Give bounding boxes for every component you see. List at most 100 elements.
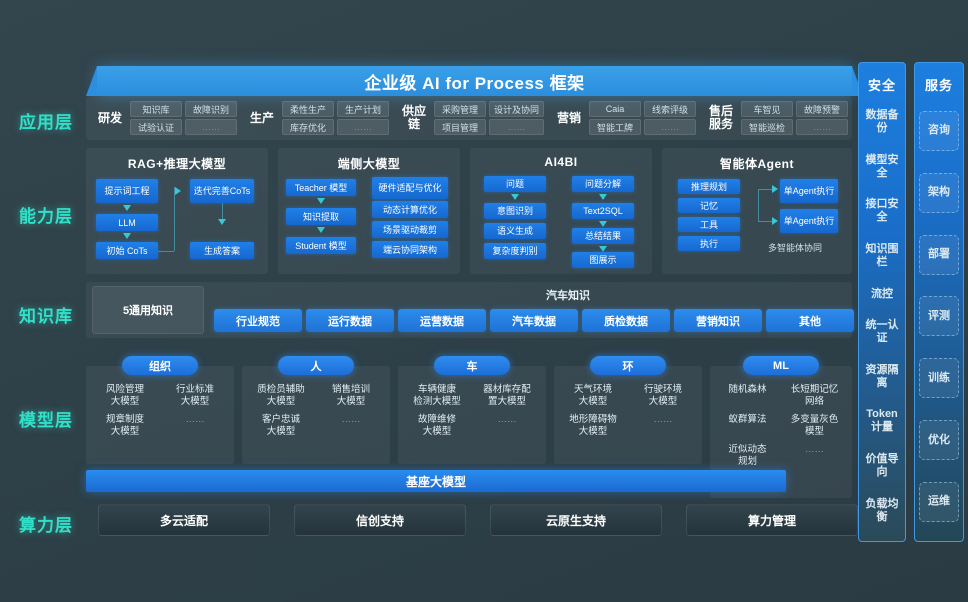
model-item-more[interactable]: ……: [653, 414, 673, 425]
model-item[interactable]: 长短期记忆 网络: [790, 384, 839, 407]
service-rail-item[interactable]: 运维: [919, 481, 959, 522]
model-item[interactable]: 销售培训 大模型: [331, 384, 370, 407]
app-group-aftersales[interactable]: 售后服务 车智见 智能巡检 故障预警 ……: [701, 99, 849, 137]
model-item-more[interactable]: ……: [185, 414, 205, 425]
capability-node[interactable]: Text2SQL: [572, 203, 634, 219]
compute-chip[interactable]: 多云适配: [98, 504, 270, 536]
capability-node[interactable]: 硬件适配与优化: [372, 177, 448, 199]
app-chip-more[interactable]: ……: [644, 119, 697, 135]
app-chip[interactable]: 库存优化: [282, 119, 334, 135]
capability-node[interactable]: 单Agent执行: [780, 179, 838, 203]
app-group-supply-chain[interactable]: 供应链 采购管理 项目管理 设计及协同 ……: [394, 99, 545, 137]
knowledge-chip[interactable]: 运行数据: [306, 309, 394, 332]
capability-node[interactable]: 初始 CoTs: [96, 242, 158, 259]
capability-card-edge-model[interactable]: 端侧大模型 Teacher 模型 知识提取 Student 模型 硬件适配与优化…: [278, 148, 460, 274]
service-rail-item[interactable]: 部署: [919, 234, 959, 275]
security-rail-item[interactable]: 资源隔离: [865, 363, 899, 389]
model-item[interactable]: 车辆健康 检测大模型: [413, 384, 461, 407]
general-knowledge-box[interactable]: 5通用知识: [92, 286, 204, 334]
knowledge-chip[interactable]: 质检数据: [582, 309, 670, 332]
knowledge-chip[interactable]: 其他: [766, 309, 854, 332]
model-item[interactable]: 地形障碍物 大模型: [569, 414, 617, 437]
knowledge-chip[interactable]: 运营数据: [398, 309, 486, 332]
capability-node[interactable]: 生成答案: [190, 242, 254, 259]
app-group-marketing[interactable]: 营销 Caia 智能工牌 线索评级 ……: [549, 99, 697, 137]
app-group-production[interactable]: 生产 柔性生产 库存优化 生产计划 ……: [242, 99, 389, 137]
model-card-environment[interactable]: 环 天气环境 大模型 行驶环境 大模型 地形障碍物 大模型 ……: [554, 356, 702, 464]
capability-card-ai4bi[interactable]: AI4BI 问题 意图识别 语义生成 复杂度判别 问题分解 Text2SQL 总…: [470, 148, 652, 274]
model-item[interactable]: 质检员辅助 大模型: [257, 384, 305, 407]
model-card-organization[interactable]: 组织 风险管理 大模型 行业标准 大模型 规章制度 大模型 ……: [86, 356, 234, 464]
security-rail-item[interactable]: 流控: [871, 287, 893, 300]
security-rail-item[interactable]: 数据备份: [865, 109, 899, 135]
service-rail-item[interactable]: 优化: [919, 420, 959, 461]
capability-node[interactable]: 问题分解: [572, 176, 634, 192]
model-item-more[interactable]: ……: [497, 414, 517, 425]
compute-chip[interactable]: 信创支持: [294, 504, 466, 536]
knowledge-chip[interactable]: 营销知识: [674, 309, 762, 332]
model-item[interactable]: 天气环境 大模型: [573, 384, 612, 407]
app-chip[interactable]: 知识库: [130, 101, 182, 117]
model-item[interactable]: 近似动态 规划: [728, 444, 767, 467]
model-item[interactable]: 故障维修 大模型: [417, 414, 456, 437]
security-rail-item[interactable]: 模型安全: [865, 153, 899, 179]
app-chip-more[interactable]: ……: [185, 119, 237, 135]
model-item[interactable]: 器材库存配 置大模型: [483, 384, 531, 407]
app-chip[interactable]: 线索评级: [644, 101, 697, 117]
app-chip[interactable]: 项目管理: [434, 119, 486, 135]
security-rail-item[interactable]: 价值导向: [865, 453, 899, 479]
app-chip[interactable]: Caia: [589, 101, 642, 117]
model-item[interactable]: 规章制度 大模型: [105, 414, 144, 437]
model-item-more[interactable]: ……: [341, 414, 361, 425]
capability-node[interactable]: Student 模型: [286, 237, 356, 254]
app-chip-more[interactable]: ……: [337, 119, 389, 135]
service-rail-item[interactable]: 训练: [919, 358, 959, 399]
security-rail-item[interactable]: 负载均衡: [865, 497, 899, 523]
capability-node[interactable]: 端云协同架构: [372, 241, 448, 258]
compute-chip[interactable]: 云原生支持: [490, 504, 662, 536]
capability-node[interactable]: 执行: [678, 236, 740, 251]
service-rail-item[interactable]: 评测: [919, 296, 959, 337]
capability-node[interactable]: 场景驱动裁剪: [372, 221, 448, 238]
capability-node[interactable]: 推理规划: [678, 179, 740, 194]
capability-node[interactable]: 复杂度判别: [484, 243, 546, 259]
model-item[interactable]: 行业标准 大模型: [175, 384, 214, 407]
capability-node[interactable]: 语义生成: [484, 223, 546, 239]
capability-node[interactable]: 意图识别: [484, 203, 546, 219]
security-rail-item[interactable]: Token计量: [866, 408, 898, 434]
security-rail-item[interactable]: 统一认证: [865, 319, 899, 345]
app-chip[interactable]: 智能巡检: [741, 119, 794, 135]
knowledge-chip[interactable]: 汽车数据: [490, 309, 578, 332]
app-chip[interactable]: 试验认证: [130, 119, 182, 135]
model-item-more[interactable]: ……: [805, 444, 824, 455]
model-item[interactable]: 随机森林: [728, 384, 767, 395]
knowledge-chip[interactable]: 行业规范: [214, 309, 302, 332]
app-chip[interactable]: 设计及协同: [489, 101, 545, 117]
compute-chip[interactable]: 算力管理: [686, 504, 858, 536]
app-chip-more[interactable]: ……: [796, 119, 849, 135]
app-chip[interactable]: 故障识别: [185, 101, 237, 117]
security-rail-item[interactable]: 知识围栏: [865, 243, 899, 269]
app-chip[interactable]: 车智见: [741, 101, 794, 117]
capability-card-agent[interactable]: 智能体Agent 推理规划 记忆 工具 执行 单Agent执行 单Agent执行…: [662, 148, 852, 274]
app-chip[interactable]: 柔性生产: [282, 101, 334, 117]
capability-node[interactable]: 工具: [678, 217, 740, 232]
app-chip[interactable]: 故障预警: [796, 101, 849, 117]
model-item[interactable]: 风险管理 大模型: [105, 384, 144, 407]
app-chip[interactable]: 智能工牌: [589, 119, 642, 135]
capability-node[interactable]: LLM: [96, 214, 158, 231]
model-card-vehicle[interactable]: 车 车辆健康 检测大模型 器材库存配 置大模型 故障维修 大模型 ……: [398, 356, 546, 464]
app-chip-more[interactable]: ……: [489, 119, 545, 135]
capability-node[interactable]: 总结结果: [572, 228, 634, 244]
capability-node[interactable]: 问题: [484, 176, 546, 192]
app-chip[interactable]: 生产计划: [337, 101, 389, 117]
app-chip[interactable]: 采购管理: [434, 101, 486, 117]
model-item[interactable]: 多变量灰色 模型: [790, 414, 839, 437]
capability-node[interactable]: 图展示: [572, 252, 634, 268]
capability-card-rag[interactable]: RAG+推理大模型 提示词工程 LLM 初始 CoTs 迭代完善CoTs 生成答…: [86, 148, 268, 274]
model-item[interactable]: 蚁群算法: [728, 414, 767, 425]
capability-node[interactable]: 知识提取: [286, 208, 356, 225]
model-item[interactable]: 行驶环境 大模型: [643, 384, 682, 407]
security-rail-item[interactable]: 接口安全: [865, 198, 899, 224]
capability-node[interactable]: 单Agent执行: [780, 209, 838, 233]
